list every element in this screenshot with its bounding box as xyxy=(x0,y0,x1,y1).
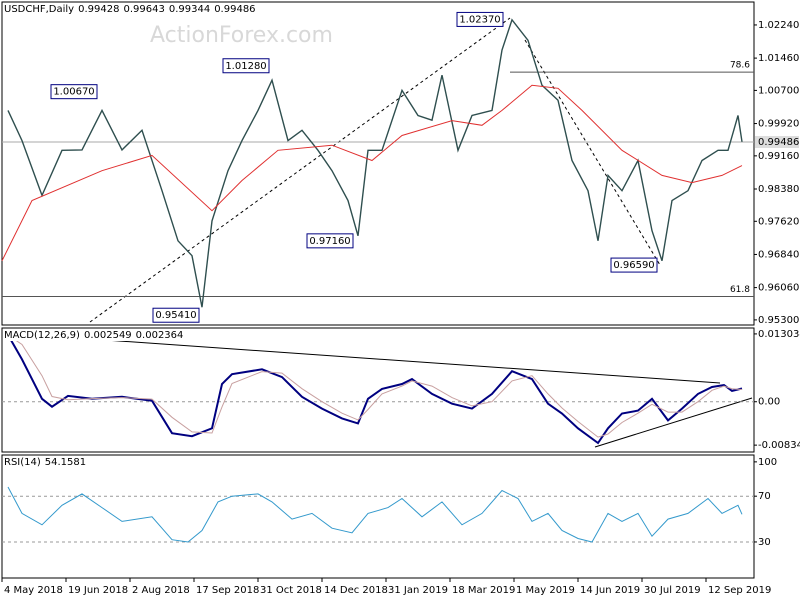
y-tick-label: 0.98380 xyxy=(758,184,799,195)
price-label: 0.95410 xyxy=(155,310,196,321)
x-tick-label: 31 Jan 2019 xyxy=(388,585,448,596)
x-tick-label: 17 Sep 2018 xyxy=(196,585,259,596)
current-price-box xyxy=(755,135,799,148)
price-label-box xyxy=(222,58,270,74)
y-tick-label: 0.00 xyxy=(758,397,780,408)
header: USDCHF,Daily 0.99428 0.99643 0.99344 0.99486 xyxy=(4,4,256,15)
y-tick-label: 0.96060 xyxy=(758,283,799,294)
x-tick-label: 4 May 2018 xyxy=(4,585,63,596)
trend-line xyxy=(524,39,661,266)
y-tick-label: 0.99920 xyxy=(758,119,799,130)
y-tick-label: 30 xyxy=(758,537,771,548)
header-bg xyxy=(3,456,75,468)
panel-frame xyxy=(1,327,755,453)
ohlc-value: 0.99344 xyxy=(169,4,210,15)
header: RSI(14) 54.1581 xyxy=(4,457,86,468)
ohlc-value: 0.99428 xyxy=(78,4,119,15)
watermark: ActionForex.com xyxy=(150,23,333,48)
y-tick-label: 0.013034 xyxy=(758,329,800,340)
x-tick-label: 30 Jul 2019 xyxy=(644,585,701,596)
trend-line xyxy=(594,397,753,448)
price-label-box xyxy=(610,257,658,273)
series-line xyxy=(7,334,743,445)
indicator-value: 54.1581 xyxy=(45,457,86,468)
x-tick-label: 12 Sep 2019 xyxy=(708,585,771,596)
indicator-value: 0.002549 xyxy=(84,330,132,341)
price-label: 1.02370 xyxy=(459,14,500,25)
price-label: 0.96590 xyxy=(613,260,654,271)
price-label-box xyxy=(152,307,200,323)
level-label: 61.8 xyxy=(730,285,750,295)
price-label-box xyxy=(306,233,354,249)
series-line xyxy=(7,486,743,543)
trend-line xyxy=(89,17,511,323)
y-tick-label: 0.99160 xyxy=(758,151,799,162)
y-tick-label: 0.95300 xyxy=(758,315,799,326)
price-label-box xyxy=(50,84,98,100)
series-line xyxy=(7,334,743,438)
indicator-title: RSI(14) xyxy=(4,457,41,468)
y-tick-label: 1.01460 xyxy=(758,53,799,64)
y-tick-label: 1.02240 xyxy=(758,20,799,31)
trend-line xyxy=(4,332,721,384)
y-tick-label: 0.96840 xyxy=(758,249,799,260)
header: MACD(12,26,9) 0.002549 0.002364 xyxy=(4,330,183,341)
price-label: 1.00670 xyxy=(53,87,94,98)
y-tick-label: 0.97620 xyxy=(758,216,799,227)
x-tick-label: 1 May 2019 xyxy=(516,585,575,596)
y-tick-label: -0.00834 xyxy=(758,440,800,451)
ohlc-value: 0.99486 xyxy=(214,4,255,15)
x-tick-label: 19 Jun 2018 xyxy=(68,585,128,596)
current-price-label: 0.99486 xyxy=(758,137,799,148)
indicator-value: 0.002364 xyxy=(136,330,184,341)
series-line xyxy=(7,18,743,308)
x-tick-label: 14 Dec 2018 xyxy=(324,585,388,596)
symbol: USDCHF,Daily xyxy=(4,4,74,15)
y-tick-label: 70 xyxy=(758,491,771,502)
y-tick-label: 100 xyxy=(758,457,777,468)
panel-frame xyxy=(1,454,755,579)
y-tick-label: 1.00700 xyxy=(758,85,799,96)
x-tick-label: 14 Jun 2019 xyxy=(580,585,640,596)
x-tick-label: 18 Mar 2019 xyxy=(452,585,515,596)
price-label: 1.01280 xyxy=(225,61,266,72)
indicator-title: MACD(12,26,9) xyxy=(4,330,80,341)
price-label: 0.97160 xyxy=(309,236,350,247)
x-tick-label: 31 Oct 2018 xyxy=(260,585,322,596)
header-bg xyxy=(3,329,173,341)
panel-frame xyxy=(1,1,755,326)
level-label: 78.6 xyxy=(730,61,750,71)
ohlc-value: 0.99643 xyxy=(123,4,164,15)
price-label-box xyxy=(456,11,504,27)
series-line xyxy=(1,84,743,262)
x-tick-label: 2 Aug 2018 xyxy=(132,585,190,596)
